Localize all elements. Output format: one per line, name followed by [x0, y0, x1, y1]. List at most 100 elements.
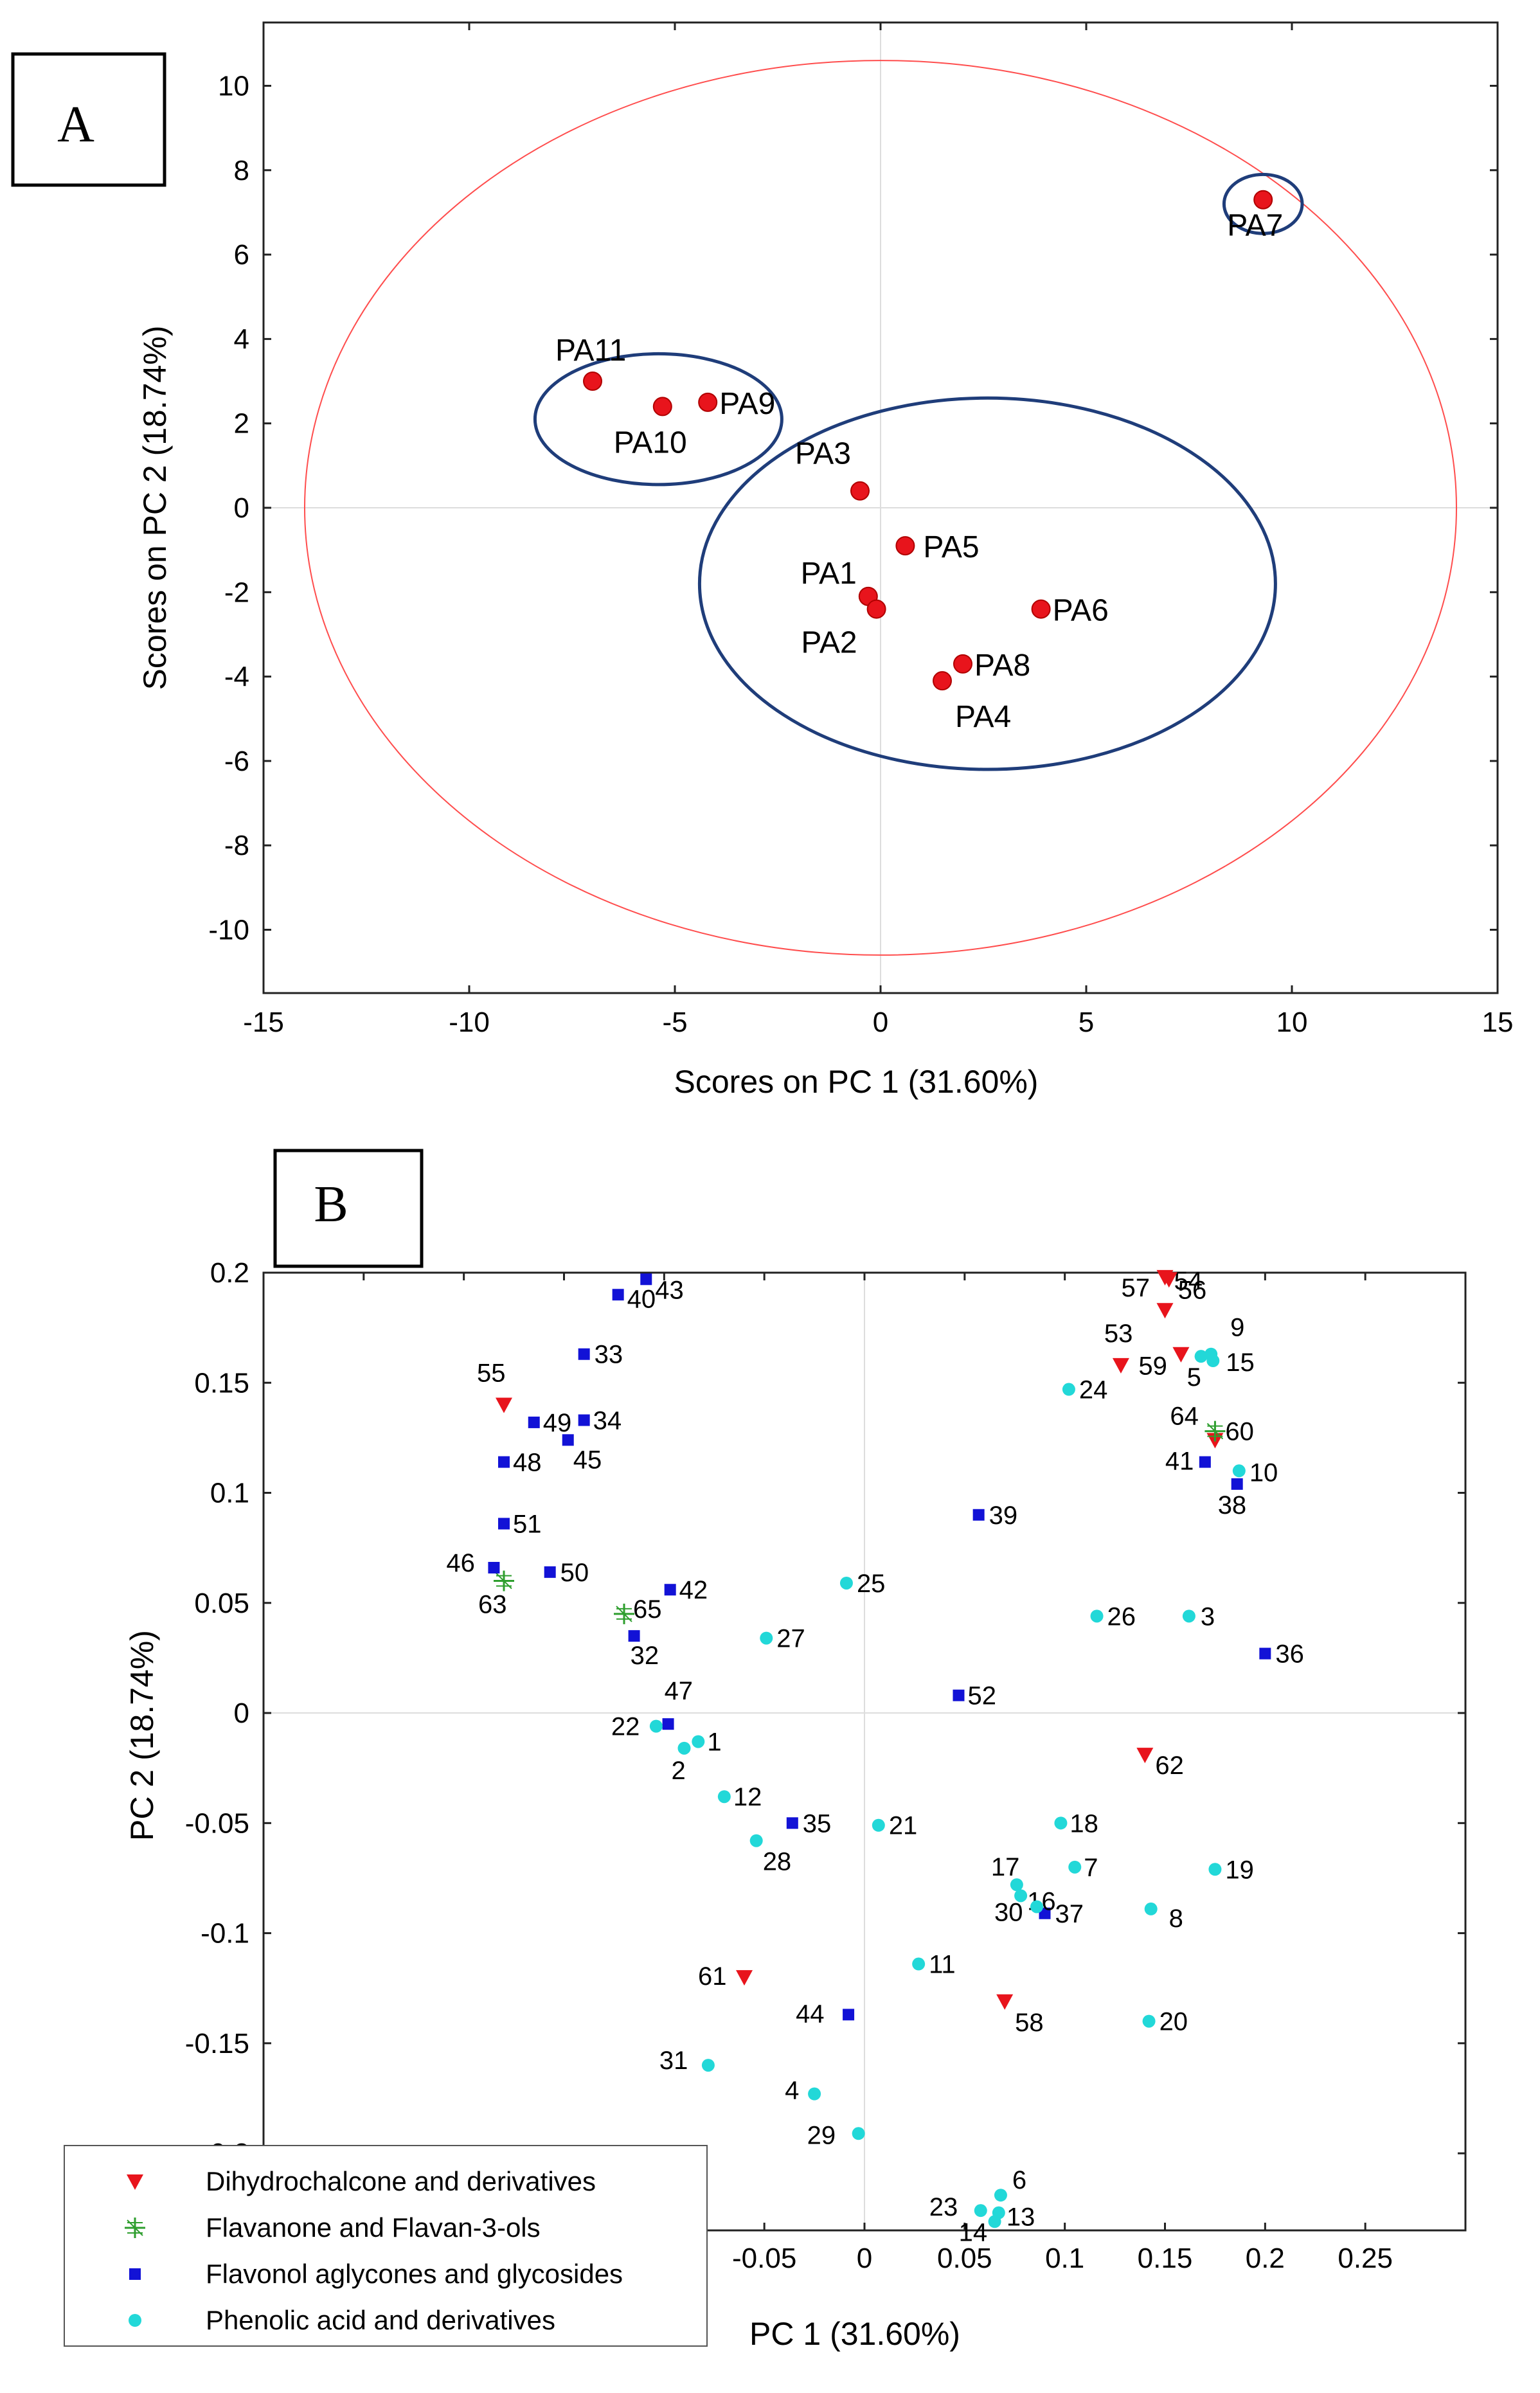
- loading-point-label: 31: [659, 2047, 688, 2075]
- score-point-label: PA10: [614, 426, 687, 460]
- loading-point-label: 38: [1218, 1491, 1247, 1519]
- loading-point-label: 45: [573, 1446, 602, 1474]
- loading-point: [649, 1719, 663, 1733]
- loading-point-label: 17: [991, 1853, 1020, 1881]
- loading-point: [578, 1414, 590, 1426]
- score-point: [1253, 190, 1273, 210]
- loading-point: [852, 2127, 865, 2140]
- loading-point-label: 46: [446, 1549, 475, 1577]
- score-point-label: PA11: [555, 334, 626, 368]
- loading-point: [972, 1509, 985, 1521]
- loading-point-label: 59: [1138, 1352, 1167, 1381]
- loading-point: [1156, 1269, 1174, 1286]
- legend-marker: [125, 2218, 145, 2238]
- loading-point-label: 43: [655, 1276, 684, 1304]
- panel-a-label: A: [57, 96, 94, 153]
- loading-point-label: 20: [1159, 2008, 1188, 2036]
- loading-point: [994, 2189, 1007, 2202]
- loading-point: [1194, 1350, 1208, 1363]
- panel-b-y-tick-label: -0.15: [185, 2028, 249, 2059]
- loading-point-label: 57: [1122, 1274, 1151, 1302]
- panel-a-y-tick-label: 8: [234, 155, 249, 186]
- score-point-label: PA5: [923, 530, 979, 564]
- score-point: [652, 397, 672, 417]
- score-point: [866, 599, 886, 619]
- loading-point: [1136, 1748, 1154, 1764]
- loading-point: [1112, 1358, 1129, 1374]
- group-ellipse: [697, 396, 1277, 771]
- loading-point-label: 41: [1165, 1447, 1194, 1476]
- panel-b-loading-plot: B -0.05 0 0.05 0.1 0.15 0.2 0.25 0.2 0.15 0.1 0.0…: [64, 1149, 1467, 2352]
- loading-point-label: 23: [929, 2193, 958, 2221]
- loading-point-label: 30: [994, 1898, 1023, 1926]
- loading-point-label: 10: [1249, 1458, 1278, 1487]
- loading-point: [912, 1957, 926, 1971]
- panel-b-x-tick-label: 0.1: [1045, 2243, 1084, 2274]
- panel-b-x-axis-label: PC 1 (31.60%): [749, 2316, 960, 2352]
- loading-point-label: 64: [1170, 1403, 1199, 1431]
- loading-point: [498, 1456, 510, 1468]
- panel-a-x-axis-label: Scores on PC 1 (31.60%): [674, 1064, 1039, 1100]
- loading-point: [843, 2009, 855, 2021]
- panel-a-y-tick-label: -6: [224, 746, 249, 777]
- loading-point-label: 62: [1155, 1752, 1184, 1780]
- panel-a-x-tick-label: -10: [449, 1007, 490, 1038]
- score-point: [895, 536, 915, 556]
- loading-point-label: 39: [989, 1501, 1018, 1530]
- loading-point-label: 15: [1226, 1349, 1255, 1377]
- loading-point-label: 7: [1084, 1854, 1098, 1882]
- legend-marker: [129, 2314, 141, 2327]
- panel-b-x-tick-label: 0.2: [1246, 2243, 1285, 2274]
- loading-point: [760, 1631, 773, 1645]
- score-point-label: PA2: [801, 626, 857, 660]
- loading-point-label: 61: [698, 1962, 727, 1991]
- panel-b-x-tick-label: 0.05: [937, 2243, 992, 2274]
- loading-point: [996, 1994, 1014, 2010]
- loading-point: [1014, 1889, 1028, 1903]
- panel-a-x-tick-label: 0: [873, 1007, 888, 1038]
- panel-a-y-tick-label: -10: [208, 915, 249, 946]
- loading-point-label: 34: [593, 1406, 622, 1435]
- score-point-label: PA4: [955, 700, 1011, 734]
- panel-a-y-tick-label: 4: [234, 323, 249, 355]
- loading-point: [839, 1576, 853, 1590]
- loading-point: [736, 1970, 753, 1986]
- panel-a-x-ticks: -15 -10 -5 0 5 10 15: [243, 22, 1513, 1038]
- confidence-ellipse: [304, 60, 1457, 956]
- loading-point-label: 56: [1178, 1276, 1207, 1304]
- panel-a-x-tick-label: -5: [662, 1007, 687, 1038]
- legend-label: Flavonol aglycones and glycosides: [206, 2259, 623, 2289]
- loading-point: [1172, 1347, 1190, 1363]
- loading-point: [749, 1834, 763, 1847]
- group-ellipse: [1222, 172, 1304, 235]
- loading-point: [544, 1566, 556, 1578]
- score-point: [1031, 599, 1051, 619]
- star-stroke: [1206, 1422, 1224, 1440]
- panel-a-y-tick-label: 0: [234, 492, 249, 524]
- loading-point: [1204, 1421, 1226, 1442]
- panel-b-y-tick-label: 0.1: [210, 1478, 249, 1509]
- panel-a-x-tick-label: 10: [1276, 1007, 1308, 1038]
- score-point: [953, 654, 972, 674]
- panel-b-y-axis-label: PC 2 (18.74%): [124, 1630, 160, 1841]
- loading-point-label: 49: [543, 1409, 572, 1437]
- loading-point: [1231, 1478, 1243, 1490]
- loading-point-label: 54: [1174, 1267, 1203, 1295]
- loading-point: [614, 1603, 634, 1624]
- loading-point: [701, 2059, 715, 2072]
- loading-point-label: 19: [1225, 1856, 1254, 1884]
- loading-point: [496, 1397, 512, 1413]
- score-point-label: PA3: [795, 437, 851, 471]
- loading-point: [1182, 1609, 1195, 1623]
- panel-a-y-tick-label: -4: [224, 661, 249, 693]
- panel-b-y-tick-label: 0: [234, 1698, 249, 1729]
- loading-point-label: 1: [707, 1728, 721, 1757]
- star-stroke: [496, 1572, 512, 1590]
- panel-a-y-axis-label: Scores on PC 2 (18.74%): [137, 326, 173, 690]
- panel-a-x-tick-label: 15: [1482, 1007, 1514, 1038]
- loading-point: [1068, 1860, 1082, 1874]
- loading-point-label: 8: [1169, 1905, 1183, 1933]
- score-point: [583, 372, 602, 391]
- panel-b-points: 5354555657585960616263646532333435363738…: [446, 1267, 1303, 2246]
